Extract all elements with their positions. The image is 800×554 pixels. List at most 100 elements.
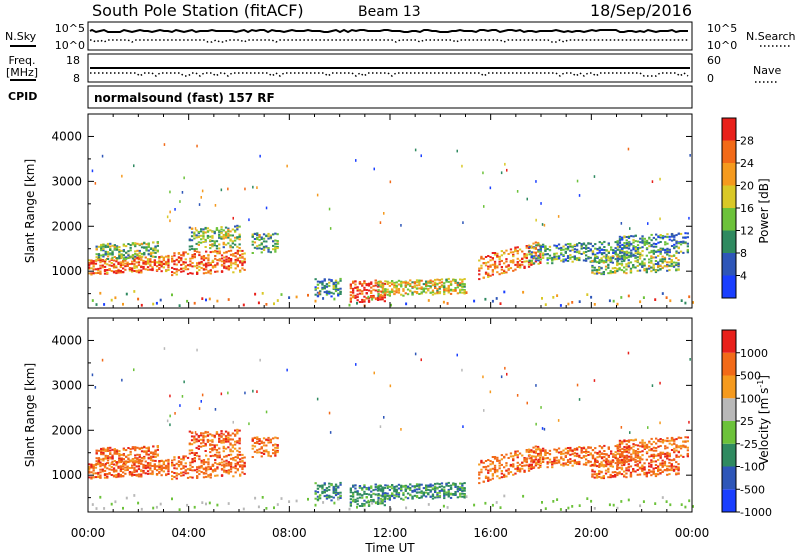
velocity-cell (122, 461, 125, 464)
power-cell (332, 292, 335, 295)
power-cell (478, 273, 481, 276)
power-cell (573, 248, 576, 251)
power-cell (634, 252, 637, 255)
velocity-cell (521, 461, 524, 464)
power-cell (518, 263, 522, 266)
power-cell (262, 240, 266, 243)
power-cell (103, 269, 107, 272)
velocity-cell (461, 487, 464, 489)
power-cell (198, 203, 201, 206)
velocity-cell (200, 442, 203, 445)
power-cell (610, 246, 613, 249)
velocity-cell (445, 484, 448, 487)
velocity-cell (641, 441, 644, 444)
velocity-cell (625, 460, 628, 463)
power-cell (332, 287, 335, 290)
velocity-cell (393, 490, 396, 492)
velocity-cell (498, 459, 501, 462)
velocity-cell (593, 379, 596, 382)
power-cell (480, 267, 483, 270)
power-cell (461, 280, 464, 283)
power-cell (627, 251, 631, 254)
velocity-cell (625, 467, 628, 470)
velocity-cell (418, 484, 421, 487)
power-cell (516, 266, 519, 268)
power-cell (358, 301, 362, 303)
velocity-cell (361, 502, 364, 505)
power-cell (274, 247, 277, 250)
power-cell (381, 283, 385, 286)
power-cell (491, 263, 494, 266)
power-cell (136, 249, 139, 252)
power-cell (158, 257, 161, 260)
velocity-cell (463, 489, 466, 492)
cpid-text: normalsound (fast) 157 RF (94, 91, 275, 105)
power-cell (131, 267, 134, 270)
velocity-cell (152, 451, 155, 454)
velocity-cell (654, 475, 658, 478)
power-cell (354, 283, 357, 286)
velocity-cell (541, 427, 544, 430)
power-cell (598, 259, 601, 261)
power-cell (590, 295, 593, 299)
velocity-cell (648, 455, 651, 458)
power-cell (661, 247, 665, 250)
velocity-cell (229, 453, 233, 456)
power-cell (316, 280, 320, 283)
velocity-cell (602, 475, 605, 477)
velocity-cell (415, 488, 419, 491)
power-cell (151, 261, 154, 263)
velocity-cell (539, 458, 542, 460)
velocity-cell (461, 368, 463, 372)
power-cell (162, 258, 165, 261)
velocity-cell (144, 464, 147, 467)
power-cell (112, 265, 116, 268)
power-cell (623, 236, 626, 239)
velocity-cell (523, 457, 526, 459)
power-cell (120, 254, 123, 257)
power-cell (530, 245, 533, 248)
velocity-cell (503, 473, 506, 476)
velocity-cell (557, 451, 561, 454)
power-cell (478, 267, 481, 270)
power-cell (118, 255, 121, 258)
power-cell (367, 295, 370, 299)
velocity-cell (537, 463, 540, 466)
power-cell (102, 243, 105, 246)
power-cell (383, 282, 386, 285)
power-cell (108, 264, 111, 267)
power-cell (400, 224, 402, 227)
velocity-cell (528, 450, 531, 453)
power-cell (397, 288, 401, 290)
power-cell (400, 285, 403, 288)
power-cell (484, 272, 488, 275)
power-cell (614, 267, 617, 270)
power-cell (582, 252, 586, 255)
velocity-cell (600, 461, 603, 464)
velocity-cell (564, 455, 567, 458)
velocity-cell (534, 456, 537, 459)
velocity-cell (135, 470, 138, 473)
velocity-cell (576, 447, 579, 450)
power-cell (363, 288, 366, 291)
power-cell (175, 268, 178, 271)
power-cell (220, 260, 224, 263)
power-cell (668, 251, 671, 254)
velocity-cell (367, 488, 371, 491)
power-cell (101, 154, 104, 158)
power-cell (518, 248, 522, 251)
power-cell (514, 268, 517, 271)
velocity-cell (216, 474, 219, 477)
velocity-cell (215, 451, 219, 454)
power-cell (560, 253, 563, 256)
velocity-cell (498, 464, 501, 467)
power-cell (566, 243, 570, 245)
power-cell (500, 268, 503, 271)
power-cell (625, 239, 628, 242)
power-cell (434, 283, 437, 286)
power-cell (679, 250, 683, 253)
velocity-cell (209, 448, 212, 450)
power-cell (376, 285, 380, 288)
power-cell (142, 267, 145, 270)
velocity-cell (566, 449, 570, 452)
